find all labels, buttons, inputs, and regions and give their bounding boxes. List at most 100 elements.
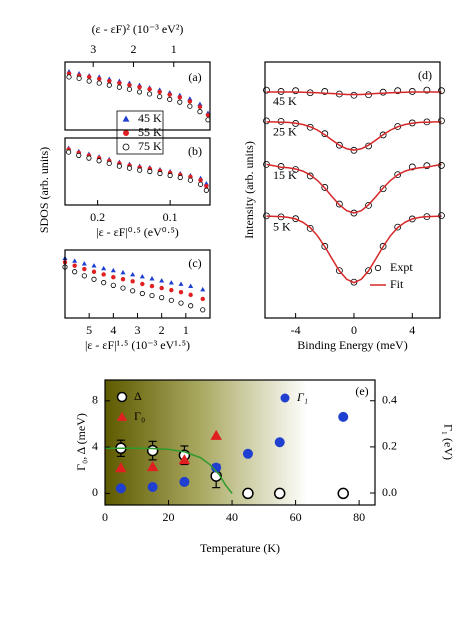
marker-triangle (81, 261, 87, 266)
marker-open-circle (146, 91, 153, 97)
marker-open-circle (101, 280, 107, 286)
marker-circle (86, 74, 92, 80)
x-tick-label: 2 (130, 42, 136, 56)
marker-open-circle (81, 273, 87, 279)
marker-open-circle (167, 172, 173, 179)
marker-circle (137, 84, 142, 90)
plot-frame (264, 61, 441, 319)
x-tick-label: 40 (226, 510, 238, 524)
x-tick-label: 5 (86, 323, 92, 337)
marker-open-circle (91, 276, 97, 282)
marker-circle (123, 130, 129, 136)
legend-label: Expt (390, 260, 413, 274)
marker-open-circle (86, 155, 92, 161)
marker-open-circle (126, 86, 133, 92)
marker-circle (115, 483, 126, 494)
marker-open-circle (126, 165, 133, 171)
marker-triangle (159, 278, 165, 283)
marker-triangle (101, 265, 107, 271)
marker-open-circle (137, 167, 143, 173)
marker-circle (179, 476, 190, 487)
marker-open-circle (177, 99, 183, 105)
plot-frame (64, 61, 211, 131)
marker-open-circle (263, 117, 270, 125)
marker-open-circle (379, 88, 387, 96)
marker-open-circle (122, 143, 130, 151)
marker-open-circle (76, 152, 82, 159)
marker-circle (72, 263, 77, 268)
fit-line (266, 91, 442, 96)
x-tick-label: 60 (290, 510, 302, 524)
marker-open-circle (350, 91, 358, 99)
marker-open-circle (203, 187, 209, 193)
marker-circle (280, 393, 290, 403)
marker-triangle (188, 283, 194, 288)
marker-circle (200, 296, 205, 302)
marker-open-circle (187, 177, 194, 183)
marker-circle (187, 99, 193, 104)
panel-label: (d) (418, 68, 432, 82)
x-tick-label: 1 (171, 42, 177, 56)
marker-open-circle (167, 96, 173, 103)
y2-tick-label: 0.4 (382, 393, 397, 407)
x-tick-label: 0.2 (90, 210, 105, 224)
legend-label: Γ₁ (296, 390, 308, 404)
marker-open-circle (106, 82, 112, 88)
marker-open-circle (66, 149, 72, 155)
marker-circle (97, 76, 102, 82)
x-tick-label: 0.1 (163, 210, 178, 224)
marker-circle (157, 89, 162, 95)
marker-open-circle (200, 307, 206, 313)
marker-circle (120, 277, 126, 282)
marker-open-circle (157, 170, 163, 177)
marker-triangle (187, 96, 193, 101)
x-axis-title: |ε - εF|¹·⁵ (10⁻³ eV¹·⁵) (85, 338, 190, 352)
marker-open-circle (136, 89, 143, 95)
marker-open-circle (66, 74, 72, 80)
marker-triangle (200, 286, 206, 292)
x-tick-label: 20 (163, 510, 175, 524)
legend-label: 75 K (138, 139, 162, 153)
marker-circle (149, 283, 155, 289)
marker-open-circle (120, 285, 126, 291)
marker-circle (130, 279, 135, 284)
marker-circle (117, 80, 122, 86)
marker-triangle (91, 263, 97, 268)
marker-open-circle (116, 391, 128, 403)
marker-open-circle (96, 158, 102, 164)
x-tick-label: 2 (159, 323, 165, 337)
marker-open-circle (337, 487, 349, 500)
x-tick-label: 4 (409, 323, 415, 337)
marker-triangle (203, 181, 209, 186)
marker-triangle (110, 267, 116, 273)
marker-triangle (210, 429, 222, 440)
marker-triangle (178, 454, 191, 465)
marker-circle (211, 462, 222, 473)
x-axis-title: |ε - εF|⁰·⁵ (eV⁰·⁵) (96, 225, 179, 239)
panel-label: (a) (188, 70, 201, 84)
legend-label: Γ₀ (134, 409, 145, 423)
marker-circle (140, 281, 145, 287)
marker-open-circle (438, 87, 445, 95)
x-tick-label: 0 (102, 510, 108, 524)
marker-circle (147, 482, 158, 493)
panel-label: (c) (188, 256, 201, 270)
marker-open-circle (110, 282, 116, 288)
x-tick-label: 3 (135, 323, 141, 337)
y-axis-title: Intensity (arb. units) (242, 141, 256, 239)
curve-label: 25 K (273, 125, 297, 139)
legend-label: Δ (134, 389, 142, 403)
marker-open-circle (159, 294, 165, 301)
marker-circle (204, 184, 209, 189)
y-tick-label: 4 (92, 439, 98, 453)
marker-circle (167, 92, 172, 97)
x-axis-title: Temperature (K) (200, 541, 280, 555)
x-tick-label: 3 (90, 42, 96, 56)
marker-open-circle (130, 288, 136, 294)
marker-triangle (168, 280, 174, 285)
marker-triangle (122, 115, 130, 122)
panel-label: (b) (188, 144, 202, 158)
panel-label: (e) (355, 384, 368, 398)
marker-circle (101, 272, 106, 277)
marker-open-circle (72, 269, 78, 275)
